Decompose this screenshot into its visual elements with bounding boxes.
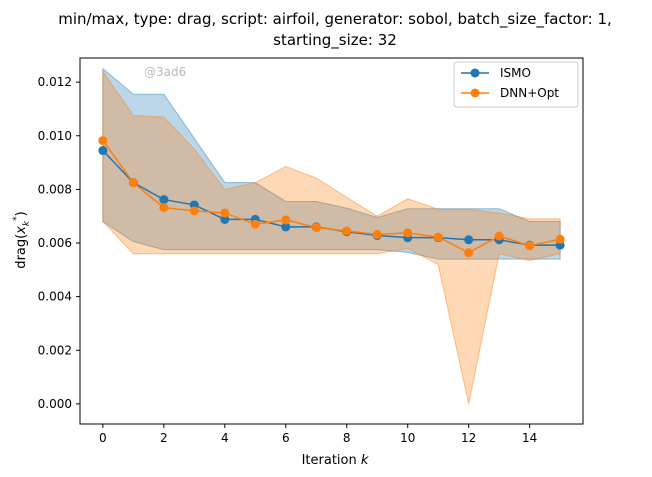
dnn-point xyxy=(494,231,504,241)
x-tick-label: 6 xyxy=(282,431,290,445)
dnn-point xyxy=(189,206,199,216)
x-tick-label: 14 xyxy=(522,431,537,445)
dnn-point xyxy=(525,241,535,251)
confidence-bands xyxy=(102,67,561,404)
series-markers xyxy=(98,136,565,258)
watermark: @3ad6 xyxy=(144,65,186,79)
series-lines xyxy=(102,140,561,254)
chart-title-line1: min/max, type: drag, script: airfoil, ge… xyxy=(58,10,612,29)
dnn-point xyxy=(220,208,230,218)
dnn-minmax-band xyxy=(102,69,561,404)
y-axis-ticks: 0.000 0.002 0.004 0.006 0.008 0.010 0.012 xyxy=(38,75,80,411)
legend: ISMO DNN+Opt xyxy=(453,61,579,108)
y-tick-label: 0.008 xyxy=(38,182,72,196)
chart-title-line2: starting_size: 32 xyxy=(273,31,397,50)
dnn-point xyxy=(433,232,443,242)
ismo-point xyxy=(281,222,291,232)
ismo-point xyxy=(159,195,169,205)
dnn-point xyxy=(159,203,169,213)
dnn-point xyxy=(555,234,565,244)
ismo-minmax-band xyxy=(102,67,561,260)
ismo-point xyxy=(464,235,474,245)
x-tick-label: 2 xyxy=(160,431,168,445)
y-tick-label: 0.012 xyxy=(38,75,72,89)
x-tick-label: 0 xyxy=(99,431,107,445)
ismo-point xyxy=(98,146,108,156)
x-tick-label: 8 xyxy=(343,431,351,445)
x-tick-label: 12 xyxy=(461,431,476,445)
dnn-line xyxy=(102,140,561,254)
dnn-point xyxy=(403,228,413,238)
legend-ismo-marker xyxy=(470,68,480,78)
dnn-point xyxy=(464,248,474,258)
x-tick-label: 4 xyxy=(221,431,229,445)
y-axis-label: drag(xk*) xyxy=(12,211,32,268)
dnn-point xyxy=(128,178,138,188)
x-tick-label: 10 xyxy=(400,431,415,445)
legend-ismo-label: ISMO xyxy=(500,66,531,80)
dnn-point xyxy=(342,226,352,236)
y-tick-label: 0.004 xyxy=(38,290,72,304)
x-axis-ticks: 0 2 4 6 8 10 12 14 xyxy=(99,424,537,445)
x-axis-label: Iteration k xyxy=(302,453,369,468)
y-tick-label: 0.000 xyxy=(38,397,72,411)
legend-dnn-marker xyxy=(470,88,480,98)
y-tick-label: 0.006 xyxy=(38,236,72,250)
dnn-point xyxy=(250,219,260,229)
plot-frame xyxy=(79,57,584,425)
ismo-point xyxy=(220,214,230,224)
dnn-point xyxy=(281,215,291,225)
dnn-point xyxy=(98,136,108,146)
legend-dnn-label: DNN+Opt xyxy=(500,86,559,100)
dnn-point xyxy=(311,222,321,232)
dnn-point xyxy=(372,229,382,239)
y-tick-label: 0.002 xyxy=(38,343,72,357)
y-tick-label: 0.010 xyxy=(38,129,72,143)
